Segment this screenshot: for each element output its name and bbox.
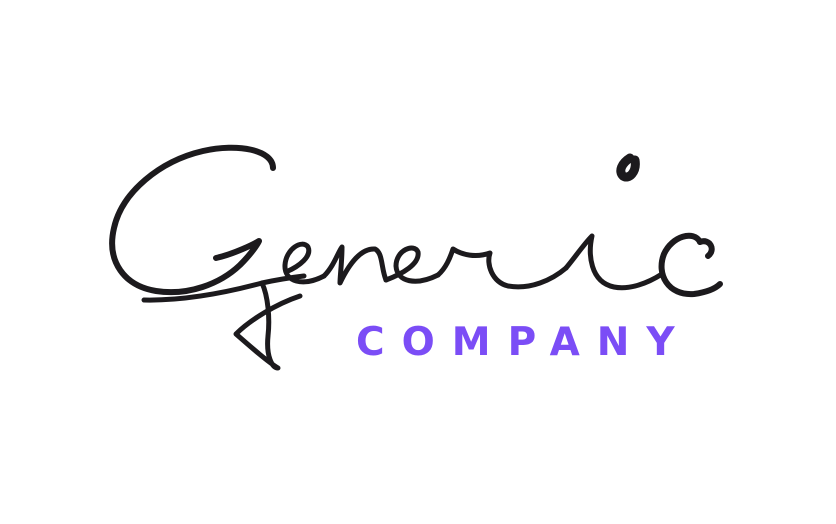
wordmark-strokes (109, 144, 723, 371)
letter-n-stroke (321, 244, 389, 286)
letter-c-head (697, 238, 715, 259)
letter-c-stroke (658, 232, 723, 298)
letter-e-2-stroke (383, 245, 441, 284)
letter-i-stroke (563, 233, 665, 291)
letter-g-descender (233, 280, 303, 371)
letter-r-stroke (435, 246, 569, 290)
letter-e-1-stroke (282, 241, 327, 285)
letter-g-swash (141, 273, 307, 303)
letter-g-stroke (109, 144, 276, 296)
letter-i-dot (616, 153, 640, 182)
logo-subtitle: COMPANY (356, 320, 692, 365)
